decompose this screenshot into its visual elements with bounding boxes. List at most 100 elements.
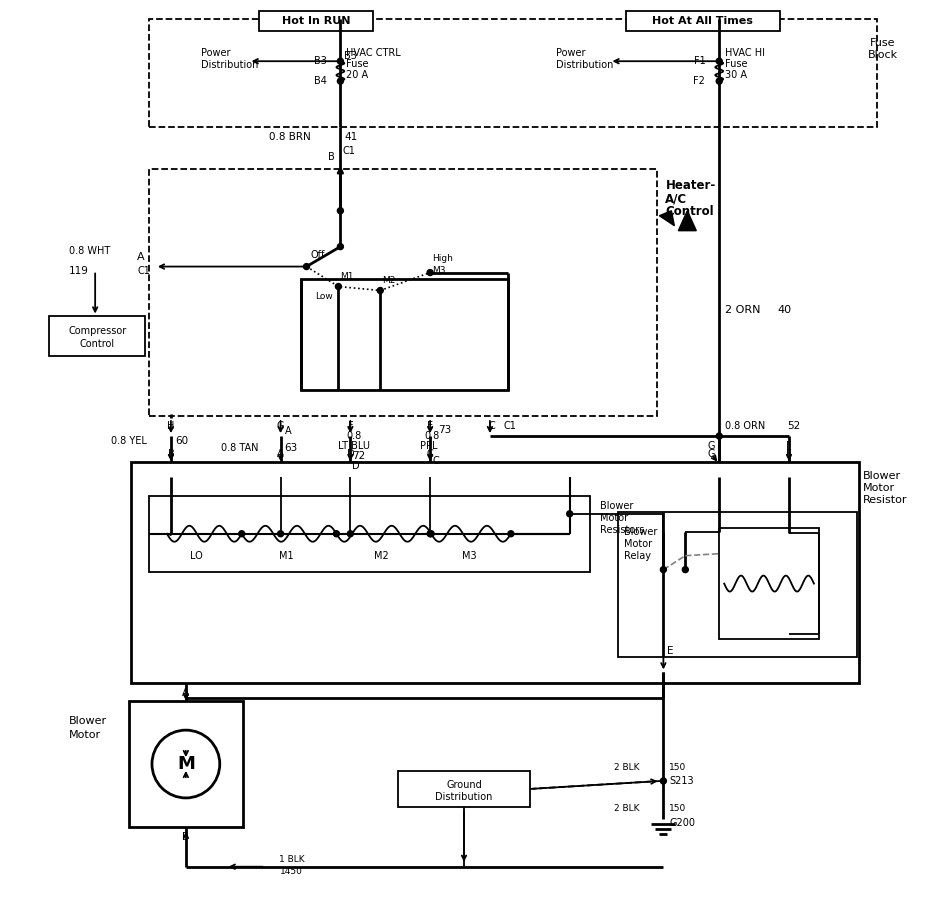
Text: F: F [348, 421, 353, 431]
Text: Motor: Motor [624, 539, 651, 549]
Text: B: B [183, 832, 189, 842]
Text: G200: G200 [669, 818, 695, 828]
Text: C1: C1 [504, 421, 516, 431]
Text: Fuse: Fuse [870, 39, 896, 49]
Text: B3: B3 [345, 51, 357, 61]
Text: G: G [707, 441, 715, 451]
Text: F1: F1 [693, 56, 706, 67]
Text: Control: Control [665, 205, 714, 218]
Text: B: B [168, 449, 174, 459]
Text: H: H [167, 421, 174, 431]
Text: High: High [432, 254, 453, 263]
Text: Fuse: Fuse [725, 59, 747, 69]
Text: Ground: Ground [446, 780, 482, 790]
Circle shape [336, 284, 341, 290]
Circle shape [337, 208, 343, 213]
Text: M: M [177, 755, 195, 773]
Circle shape [716, 433, 722, 439]
Text: Control: Control [79, 339, 115, 349]
Text: LT BLU: LT BLU [338, 441, 370, 451]
Text: Power: Power [200, 49, 230, 58]
Text: 41: 41 [345, 132, 358, 142]
Text: S213: S213 [669, 776, 694, 786]
Bar [398, 771, 529, 807]
Text: A/C: A/C [665, 193, 688, 205]
Text: M2: M2 [382, 276, 396, 285]
Text: 150: 150 [669, 762, 687, 771]
Bar [149, 169, 657, 416]
Text: C: C [427, 449, 433, 459]
Text: B: B [328, 152, 335, 162]
Text: 2 BLK: 2 BLK [613, 762, 639, 771]
Bar [129, 701, 242, 827]
Text: C1: C1 [342, 146, 355, 156]
Text: 2 BLK: 2 BLK [613, 805, 639, 814]
Text: Hot At All Times: Hot At All Times [651, 16, 753, 26]
Text: Compressor: Compressor [68, 327, 126, 337]
Circle shape [427, 270, 433, 275]
Text: 119: 119 [69, 266, 89, 275]
Bar [149, 19, 877, 127]
Bar [625, 12, 780, 32]
Circle shape [377, 287, 383, 293]
Polygon shape [678, 211, 696, 230]
Circle shape [716, 58, 722, 64]
Text: M3: M3 [461, 551, 476, 561]
Text: B3: B3 [313, 56, 326, 67]
Circle shape [682, 567, 689, 572]
Text: F: F [787, 449, 792, 459]
Text: F2: F2 [693, 76, 706, 86]
Text: M1: M1 [280, 551, 294, 561]
Text: F: F [787, 441, 792, 451]
Text: Motor: Motor [69, 730, 102, 740]
Text: Block: Block [868, 50, 898, 60]
Circle shape [337, 244, 343, 249]
Bar [149, 496, 590, 572]
Text: 30 A: 30 A [725, 70, 747, 80]
Text: 0.8 ORN: 0.8 ORN [725, 421, 765, 431]
Text: M1: M1 [340, 272, 354, 281]
Text: B4: B4 [313, 76, 326, 86]
Text: Low: Low [315, 292, 333, 301]
Text: 40: 40 [777, 305, 791, 315]
Text: D: D [352, 461, 360, 471]
Text: Relay: Relay [624, 551, 651, 561]
Text: Blower: Blower [863, 471, 901, 481]
Polygon shape [660, 211, 675, 226]
Bar [618, 512, 857, 657]
Text: Resistors: Resistors [599, 525, 644, 535]
Text: 1450: 1450 [281, 868, 303, 877]
Text: 73: 73 [438, 425, 451, 435]
Text: A: A [183, 688, 189, 698]
Text: Blower: Blower [69, 716, 107, 726]
Text: 0.8 TAN: 0.8 TAN [221, 443, 258, 453]
Text: G: G [707, 449, 715, 459]
Text: C: C [488, 421, 495, 431]
Text: Off: Off [310, 249, 325, 259]
Text: 52: 52 [787, 421, 801, 431]
Text: 1 BLK: 1 BLK [279, 855, 305, 864]
Text: Fuse: Fuse [347, 59, 369, 69]
Text: G: G [277, 421, 284, 431]
Text: Hot In RUN: Hot In RUN [282, 16, 350, 26]
Text: A: A [277, 449, 284, 459]
Text: 2 ORN: 2 ORN [725, 305, 761, 315]
Text: Distribution: Distribution [555, 60, 613, 70]
Text: C1: C1 [137, 266, 150, 275]
Text: Blower: Blower [599, 500, 633, 511]
Text: Motor: Motor [863, 483, 895, 493]
Circle shape [337, 58, 343, 64]
Text: 72: 72 [352, 451, 365, 461]
Text: A: A [284, 426, 291, 436]
Text: D: D [347, 449, 354, 459]
Text: 60: 60 [175, 436, 188, 446]
Text: 63: 63 [284, 443, 298, 453]
Circle shape [661, 567, 666, 572]
Circle shape [427, 531, 433, 536]
Text: 20 A: 20 A [347, 70, 368, 80]
Text: C: C [432, 456, 439, 466]
Circle shape [716, 78, 722, 84]
Text: LO: LO [190, 551, 203, 561]
Bar [49, 317, 145, 356]
Text: 0.8: 0.8 [424, 431, 439, 441]
